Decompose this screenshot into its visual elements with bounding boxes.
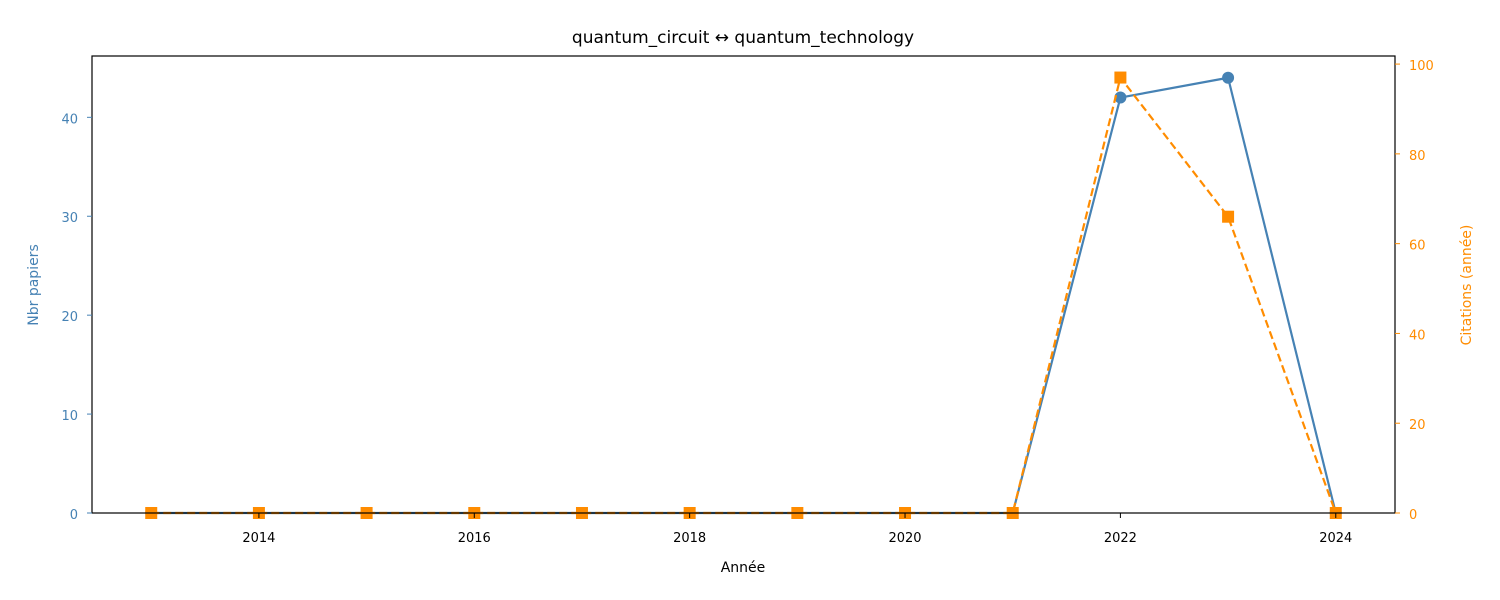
- x-tick-label: 2018: [673, 531, 706, 546]
- series-2-line: [151, 76, 1337, 515]
- y-axis-left-title: Nbr papiers: [26, 244, 42, 325]
- y-right-tick-label: 40: [1409, 328, 1426, 343]
- y-right-tick-label: 100: [1409, 59, 1434, 74]
- x-tick-label: 2024: [1319, 531, 1352, 546]
- x-tick-label: 2022: [1104, 531, 1137, 546]
- y-left-tick-label: 30: [61, 211, 78, 226]
- y-left-tick-label: 10: [61, 409, 78, 424]
- y-right-tick-label: 0: [1409, 508, 1417, 523]
- y-left-tick-label: 0: [70, 508, 78, 523]
- y-right-tick-label: 80: [1409, 149, 1426, 164]
- chart-title: quantum_circuit ↔ quantum_technology: [572, 28, 914, 48]
- x-axis-title: Année: [721, 560, 766, 576]
- y-right-tick-label: 60: [1409, 239, 1426, 254]
- plot-frame: [91, 55, 1396, 514]
- x-tick-label: 2016: [458, 531, 491, 546]
- series-2-point: [1222, 210, 1235, 223]
- y-left-tick-label: 40: [61, 112, 78, 127]
- plot-area: [145, 71, 1342, 519]
- series-1-point: [1114, 91, 1127, 104]
- series-1-point: [1222, 71, 1235, 84]
- y-right-tick-label: 20: [1409, 418, 1426, 433]
- series-1-line: [151, 76, 1337, 515]
- x-tick-label: 2020: [888, 531, 921, 546]
- series-2-point: [1114, 71, 1127, 84]
- x-tick-label: 2014: [242, 531, 275, 546]
- y-axis-right-title: Citations (année): [1459, 225, 1475, 346]
- axes: 2014 2016 2018 2020 2022 2024 0 10 20 30 40 0 20 40 60…: [61, 59, 1433, 546]
- y-left-tick-label: 20: [61, 310, 78, 325]
